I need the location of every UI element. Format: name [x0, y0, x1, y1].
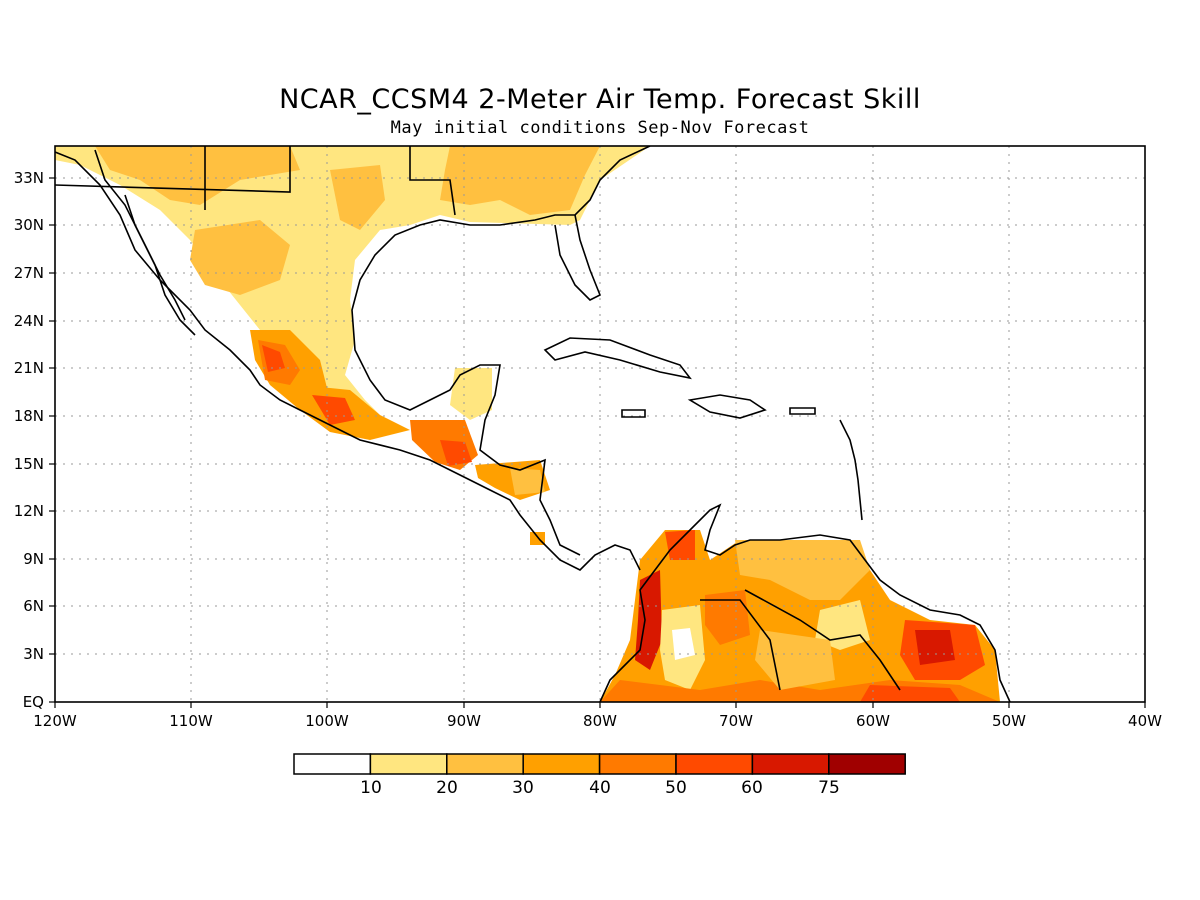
skill-region-yucatan — [450, 368, 492, 420]
lat-label: 27N — [14, 264, 44, 282]
map-title: NCAR_CCSM4 2-Meter Air Temp. Forecast Sk… — [279, 84, 921, 115]
lon-label: 60W — [856, 712, 890, 730]
lat-label: 33N — [14, 169, 44, 187]
skill-region-venezuela — [735, 540, 870, 600]
lat-labels: EQ 3N 6N 9N 12N 15N 18N 21N 24N 27N 30N … — [14, 169, 44, 711]
colorbar-swatch — [446, 753, 524, 775]
skill-region-brazil-north — [755, 630, 835, 690]
colorbar-label: 50 — [665, 778, 687, 798]
skill-region-south-mexico-core — [312, 395, 355, 425]
colorbar-label: 40 — [589, 778, 611, 798]
colorbar-swatch — [522, 753, 601, 775]
map-subtitle: May initial conditions Sep-Nov Forecast — [390, 118, 810, 138]
colorbar-label: 30 — [512, 778, 534, 798]
skill-region-west-mexico-max — [262, 345, 285, 372]
lat-label: 3N — [23, 645, 44, 663]
skill-region-amazon-core — [860, 685, 960, 702]
colorbar-label: 75 — [818, 778, 840, 798]
colorbar-swatch — [751, 753, 830, 775]
skill-region-colombia-white — [672, 628, 695, 660]
lat-label: 30N — [14, 216, 44, 234]
lon-label: 100W — [305, 712, 349, 730]
lon-label: 40W — [1128, 712, 1162, 730]
colorbar-label: 20 — [436, 778, 458, 798]
skill-region-suriname-core — [915, 630, 955, 665]
skill-region-colombia-north — [665, 530, 695, 560]
lon-labels: 120W 110W 100W 90W 80W 70W 60W 50W 40W — [33, 712, 1162, 730]
lon-label: 80W — [583, 712, 617, 730]
colorbar-label: 10 — [360, 778, 382, 798]
skill-region-ne-mexico — [190, 220, 290, 295]
lat-label: 6N — [23, 597, 44, 615]
lon-label: 90W — [447, 712, 481, 730]
lat-label: 24N — [14, 312, 44, 330]
skill-region-venezuela-core — [705, 590, 750, 645]
lat-label: 9N — [23, 550, 44, 568]
skill-region-se-us — [440, 146, 600, 215]
skill-field — [55, 146, 1000, 702]
lat-label: 12N — [14, 502, 44, 520]
lat-label: 15N — [14, 455, 44, 473]
lat-label: 18N — [14, 407, 44, 425]
lat-label: EQ — [23, 693, 44, 711]
colorbar-swatch — [828, 753, 906, 775]
colorbar-swatch — [293, 753, 372, 775]
colorbar-swatch — [598, 753, 677, 775]
lat-label: 21N — [14, 359, 44, 377]
graticule — [55, 146, 1145, 702]
skill-region-honduras-core — [510, 468, 545, 495]
lon-label: 70W — [719, 712, 753, 730]
skill-region-guyana — [815, 600, 870, 650]
lon-label: 120W — [33, 712, 77, 730]
lon-label: 50W — [992, 712, 1026, 730]
lon-label: 110W — [169, 712, 213, 730]
colorbar-label: 60 — [741, 778, 763, 798]
skill-region-sw-us — [95, 146, 300, 205]
colorbar-labels: 10 20 30 40 50 60 75 — [360, 778, 840, 798]
skill-region-us-mexico — [55, 146, 650, 415]
colorbar — [293, 753, 906, 775]
colorbar-swatch — [675, 753, 754, 775]
tick-marks — [49, 177, 1146, 708]
skill-region-gulf-coast — [330, 165, 385, 230]
colorbar-swatch — [369, 753, 448, 775]
coastlines — [55, 146, 1011, 702]
skill-region-colombia-west — [635, 570, 662, 670]
